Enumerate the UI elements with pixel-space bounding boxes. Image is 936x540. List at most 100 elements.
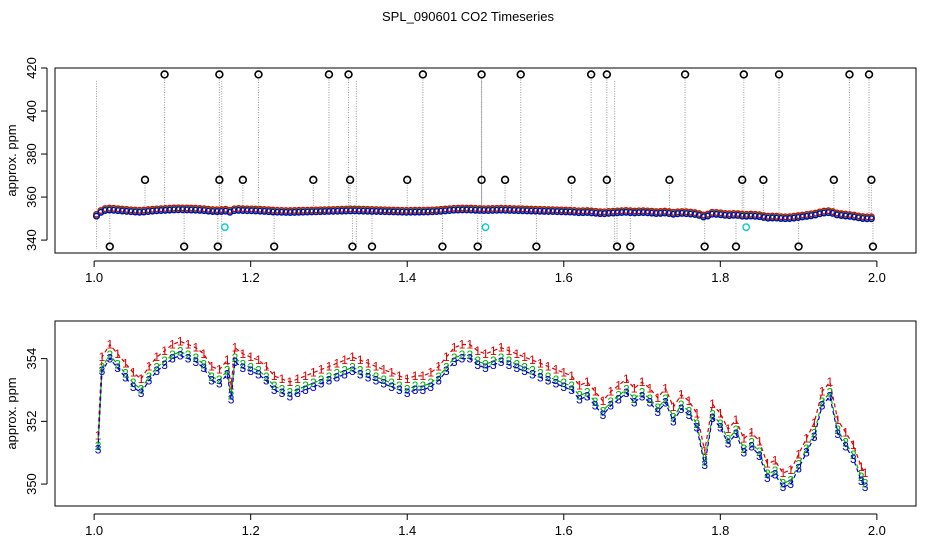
series-3-point: 3: [756, 449, 763, 463]
series-3-point: 3: [193, 355, 200, 369]
top-base-point: [682, 210, 690, 218]
series-1-point: 1: [584, 375, 591, 389]
top-base-point: [592, 209, 600, 217]
series-2-point: 2: [459, 348, 466, 362]
series-3-point: 3: [647, 396, 654, 410]
series-2-point: 2: [443, 360, 450, 374]
series-2-point: 2: [169, 348, 176, 362]
series-1-point: 1: [862, 466, 869, 480]
series-3-point: 3: [146, 374, 153, 388]
top-outlier-point: [516, 70, 525, 79]
top-y-tick-label: 400: [24, 100, 39, 122]
series-1-point: 1: [357, 353, 364, 367]
series-1-point: 1: [435, 359, 442, 373]
series-3-point: 3: [255, 367, 262, 381]
series-3-point: 3: [819, 399, 826, 413]
series-3-line: [97, 354, 866, 488]
series-1-point: 1: [670, 400, 677, 414]
top-outlier-point: [348, 242, 357, 251]
top-outlier-point: [612, 242, 622, 251]
series-3-point: 3: [545, 374, 552, 388]
top-base-point: [639, 209, 647, 217]
series-3-point: 3: [670, 414, 677, 428]
series-3-point: 3: [490, 358, 497, 372]
top-base-point: [734, 212, 742, 219]
series-3-point: 3: [474, 358, 481, 372]
series-3-point: 3: [842, 439, 849, 453]
series-2-point: 2: [388, 376, 395, 390]
series-2-point: 2: [302, 379, 309, 393]
series-1-point: 1: [216, 363, 223, 377]
top-base-point: [235, 206, 242, 214]
top-y-axis-title: approx. ppm: [4, 124, 19, 196]
series-3-point: 3: [780, 480, 787, 494]
series-1-point: 1: [733, 413, 740, 427]
series-2-point: 2: [255, 364, 262, 378]
series-2-point: 2: [560, 376, 567, 390]
series-1-point: 1: [482, 347, 489, 361]
series-2-point: 2: [623, 382, 630, 396]
top-base-point: [131, 208, 139, 216]
series-3-point: 3: [232, 355, 239, 369]
top-base-point: [118, 207, 126, 215]
series-1-point: 1: [459, 338, 466, 352]
series-2-point: 2: [451, 351, 458, 365]
series-1-point: 1: [474, 344, 481, 358]
series-2-point: 2: [216, 373, 223, 387]
series-2-point: 2: [420, 379, 427, 393]
series-3-point: 3: [341, 367, 348, 381]
series-1-point: 1: [748, 425, 755, 439]
top-outlier-point: [567, 175, 576, 185]
series-2-point: 2: [357, 364, 364, 378]
series-2-point: 2: [521, 360, 528, 374]
series-3-point: 3: [216, 377, 223, 391]
series-1-point: 1: [193, 341, 200, 355]
series-2-point: 2: [772, 464, 779, 478]
series-2-point: 2: [842, 436, 849, 450]
top-outlier-point: [794, 242, 803, 251]
series-3-point: 3: [607, 399, 614, 413]
series-1-point: 1: [412, 369, 419, 383]
series-3-point: 3: [286, 389, 293, 403]
top-x-tick-label: 2.0: [868, 270, 886, 285]
series-3-point: 3: [169, 352, 176, 366]
series-3-point: 3: [153, 364, 160, 378]
series-2-point: 2: [490, 354, 497, 368]
series-1-point: 1: [506, 344, 513, 358]
series-2-point: 2: [584, 385, 591, 399]
series-1-point: 1: [318, 363, 325, 377]
top-plot-frame: [54, 67, 917, 254]
series-1-point: 1: [537, 356, 544, 370]
top-base-point: [467, 206, 475, 214]
top-base-point: [678, 210, 686, 217]
series-1-point: 1: [560, 366, 567, 380]
top-base-point: [110, 206, 118, 214]
series-2-point: 2: [341, 364, 348, 378]
series-2-point: 2: [733, 423, 740, 437]
top-outlier-point: [344, 70, 353, 79]
series-3-point: 3: [380, 377, 387, 391]
series-3-point: 3: [357, 367, 364, 381]
top-base-point: [256, 207, 264, 215]
bottom-y-tick-label: 352: [24, 410, 39, 432]
series-1-point: 1: [286, 375, 293, 389]
series-3-point: 3: [733, 427, 740, 441]
series-2-point: 2: [185, 348, 192, 362]
top-outlier-point: [731, 242, 741, 251]
series-3-point: 3: [138, 386, 145, 400]
top-x-tick-label: 1.0: [85, 270, 103, 285]
top-y-tick-label: 380: [24, 143, 39, 165]
series-1-point: 1: [780, 466, 787, 480]
series-1-point: 1: [185, 338, 192, 352]
top-x-tick-label: 1.4: [398, 270, 416, 285]
series-2-point: 2: [686, 404, 693, 418]
series-3-point: 3: [701, 458, 708, 472]
series-2-point: 2: [99, 360, 106, 374]
series-2-point: 2: [803, 442, 810, 456]
series-2-point: 2: [208, 370, 215, 384]
series-3-point: 3: [709, 411, 716, 425]
top-flagged-point: [220, 223, 229, 232]
series-1-point: 1: [498, 341, 505, 355]
series-1-point: 1: [787, 463, 794, 477]
